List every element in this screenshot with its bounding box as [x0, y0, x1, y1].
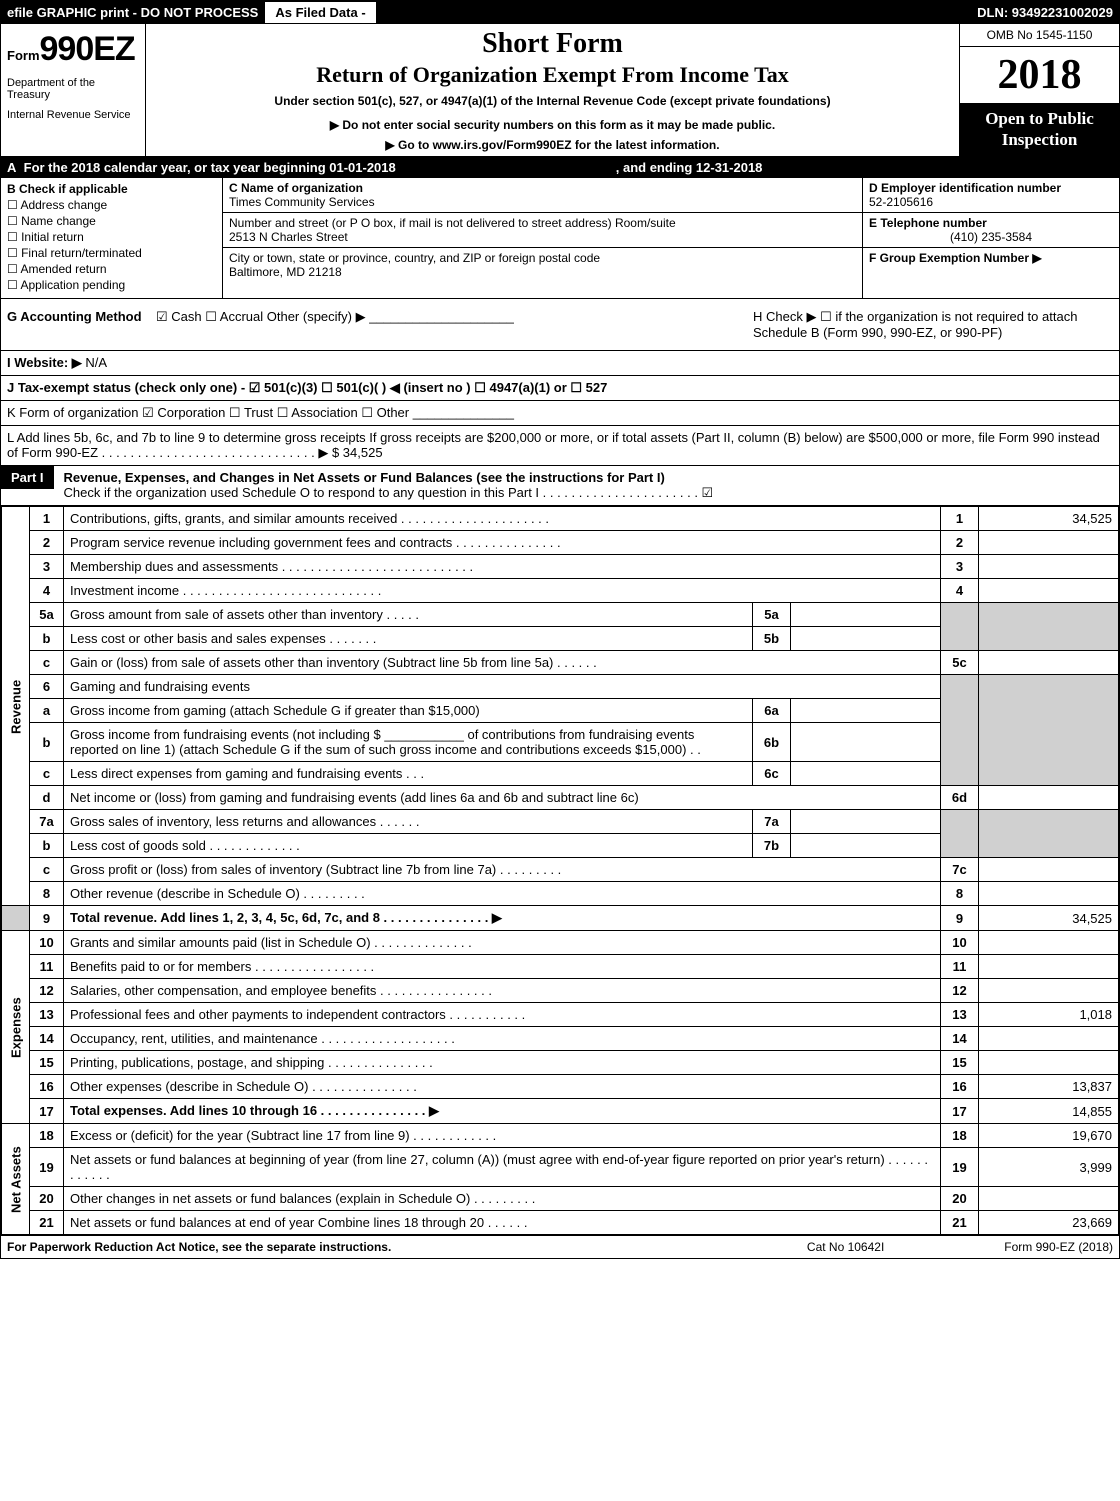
under-section: Under section 501(c), 527, or 4947(a)(1)… — [154, 94, 951, 108]
short-form: Short Form — [154, 28, 951, 60]
chk-application-pending[interactable]: Application pending — [7, 278, 216, 292]
row-a: A For the 2018 calendar year, or tax yea… — [1, 157, 1119, 178]
line-6: 6 Gaming and fundraising events — [2, 675, 1119, 699]
line-9-desc: Total revenue. Add lines 1, 2, 3, 4, 5c,… — [70, 910, 502, 925]
dln: DLN: 93492231002029 — [971, 2, 1119, 23]
line-6d: d Net income or (loss) from gaming and f… — [2, 786, 1119, 810]
efile-text: efile GRAPHIC print - DO NOT PROCESS — [1, 2, 264, 23]
website: N/A — [85, 355, 107, 370]
k-text: K Form of organization ☑ Corporation ☐ T… — [7, 405, 514, 420]
f-label: F Group Exemption Number ▶ — [869, 251, 1042, 265]
line-19: 19 Net assets or fund balances at beginn… — [2, 1148, 1119, 1187]
form-ref: Form 990-EZ (2018) — [1004, 1240, 1113, 1254]
right-col: OMB No 1545-1150 2018 Open to Public Ins… — [959, 24, 1119, 156]
line-12: 12 Salaries, other compensation, and emp… — [2, 979, 1119, 1003]
line-13: 13 Professional fees and other payments … — [2, 1003, 1119, 1027]
bcde-block: B Check if applicable Address change Nam… — [1, 178, 1119, 299]
e-label: E Telephone number — [869, 216, 987, 230]
line-11: 11 Benefits paid to or for members . . .… — [2, 955, 1119, 979]
line-4: 4 Investment income . . . . . . . . . . … — [2, 579, 1119, 603]
form-number: 990EZ — [40, 30, 135, 68]
city-label: City or town, state or province, country… — [229, 251, 600, 265]
line-2: 2 Program service revenue including gove… — [2, 531, 1119, 555]
row-j: J Tax-exempt status (check only one) - ☑… — [1, 376, 1119, 401]
city-state-zip: Baltimore, MD 21218 — [229, 265, 342, 279]
title-center: Short Form Return of Organization Exempt… — [146, 24, 959, 156]
chk-address-change[interactable]: Address change — [7, 198, 216, 212]
col-de: D Employer identification number 52-2105… — [863, 178, 1119, 298]
section-netassets: Net Assets — [2, 1124, 30, 1235]
g-label: G Accounting Method — [7, 309, 142, 324]
omb-number: OMB No 1545-1150 — [960, 24, 1119, 47]
section-revenue: Revenue — [2, 507, 30, 906]
org-name: Times Community Services — [229, 195, 375, 209]
part-1-sub: Check if the organization used Schedule … — [64, 485, 714, 500]
tax-year: 2018 — [960, 47, 1119, 103]
a-label: A — [7, 160, 16, 175]
h-text: H Check ▶ ☐ if the organization is not r… — [753, 309, 1113, 340]
line-18: Net Assets 18 Excess or (deficit) for th… — [2, 1124, 1119, 1148]
form-id-col: Form990EZ Department of the Treasury Int… — [1, 24, 146, 156]
col-b: B Check if applicable Address change Nam… — [1, 178, 223, 298]
chk-initial-return[interactable]: Initial return — [7, 230, 216, 244]
line-5a: 5a Gross amount from sale of assets othe… — [2, 603, 1119, 627]
chk-name-change[interactable]: Name change — [7, 214, 216, 228]
d-label: D Employer identification number — [869, 181, 1061, 195]
dept-treasury: Department of the Treasury — [7, 77, 139, 101]
ssn-note: ▶ Do not enter social security numbers o… — [154, 118, 951, 132]
asfiled-box: As Filed Data - — [264, 1, 376, 24]
row-k: K Form of organization ☑ Corporation ☐ T… — [1, 401, 1119, 426]
line-16: 16 Other expenses (describe in Schedule … — [2, 1075, 1119, 1099]
efile-header: efile GRAPHIC print - DO NOT PROCESS As … — [1, 1, 1119, 24]
form-990ez: efile GRAPHIC print - DO NOT PROCESS As … — [0, 0, 1120, 1259]
line-20: 20 Other changes in net assets or fund b… — [2, 1187, 1119, 1211]
g-options: ☑ Cash ☐ Accrual Other (specify) ▶ _____… — [156, 309, 514, 324]
line-17: 17 Total expenses. Add lines 10 through … — [2, 1099, 1119, 1124]
ein: 52-2105616 — [869, 195, 933, 209]
goto-link: ▶ Go to www.irs.gov/Form990EZ for the la… — [154, 138, 951, 152]
line-14: 14 Occupancy, rent, utilities, and maint… — [2, 1027, 1119, 1051]
chk-amended-return[interactable]: Amended return — [7, 262, 216, 276]
dept-irs: Internal Revenue Service — [7, 109, 139, 121]
line-5c: c Gain or (loss) from sale of assets oth… — [2, 651, 1119, 675]
b-head: B Check if applicable — [7, 182, 128, 196]
addr-label: Number and street (or P O box, if mail i… — [229, 216, 676, 230]
line-17-desc: Total expenses. Add lines 10 through 16 … — [70, 1103, 439, 1118]
a-text: For the 2018 calendar year, or tax year … — [24, 160, 396, 175]
l-text: L Add lines 5b, 6c, and 7b to line 9 to … — [7, 430, 1100, 460]
c-label: C Name of organization — [229, 181, 363, 195]
phone: (410) 235-3584 — [869, 230, 1113, 244]
part-1-title: Revenue, Expenses, and Changes in Net As… — [64, 470, 665, 485]
title-block: Form990EZ Department of the Treasury Int… — [1, 24, 1119, 157]
form-prefix: Form — [7, 48, 40, 63]
street-address: 2513 N Charles Street — [229, 230, 348, 244]
line-7c: c Gross profit or (loss) from sales of i… — [2, 858, 1119, 882]
line-10: Expenses 10 Grants and similar amounts p… — [2, 931, 1119, 955]
line-7a: 7a Gross sales of inventory, less return… — [2, 810, 1119, 834]
line-15: 15 Printing, publications, postage, and … — [2, 1051, 1119, 1075]
i-label: I Website: ▶ — [7, 355, 82, 370]
section-expenses: Expenses — [2, 931, 30, 1124]
cat-no: Cat No 10642I — [807, 1240, 884, 1254]
line-21: 21 Net assets or fund balances at end of… — [2, 1211, 1119, 1235]
chk-final-return[interactable]: Final return/terminated — [7, 246, 216, 260]
part-1-tag: Part I — [1, 466, 54, 489]
row-gh: G Accounting Method ☑ Cash ☐ Accrual Oth… — [1, 299, 1119, 351]
a-ending: , and ending 12-31-2018 — [616, 160, 763, 175]
line-8: 8 Other revenue (describe in Schedule O)… — [2, 882, 1119, 906]
lines-table: Revenue 1 Contributions, gifts, grants, … — [1, 506, 1119, 1235]
footer: For Paperwork Reduction Act Notice, see … — [1, 1235, 1119, 1258]
return-title: Return of Organization Exempt From Incom… — [154, 62, 951, 88]
j-text: J Tax-exempt status (check only one) - ☑… — [7, 380, 607, 395]
col-c: C Name of organization Times Community S… — [223, 178, 863, 298]
open-inspection: Open to Public Inspection — [960, 103, 1119, 156]
row-i: I Website: ▶ N/A — [1, 351, 1119, 376]
part-1-header: Part I Revenue, Expenses, and Changes in… — [1, 466, 1119, 506]
line-3: 3 Membership dues and assessments . . . … — [2, 555, 1119, 579]
line-9: 9 Total revenue. Add lines 1, 2, 3, 4, 5… — [2, 906, 1119, 931]
row-l: L Add lines 5b, 6c, and 7b to line 9 to … — [1, 426, 1119, 466]
paperwork-notice: For Paperwork Reduction Act Notice, see … — [7, 1240, 391, 1254]
line-1: Revenue 1 Contributions, gifts, grants, … — [2, 507, 1119, 531]
